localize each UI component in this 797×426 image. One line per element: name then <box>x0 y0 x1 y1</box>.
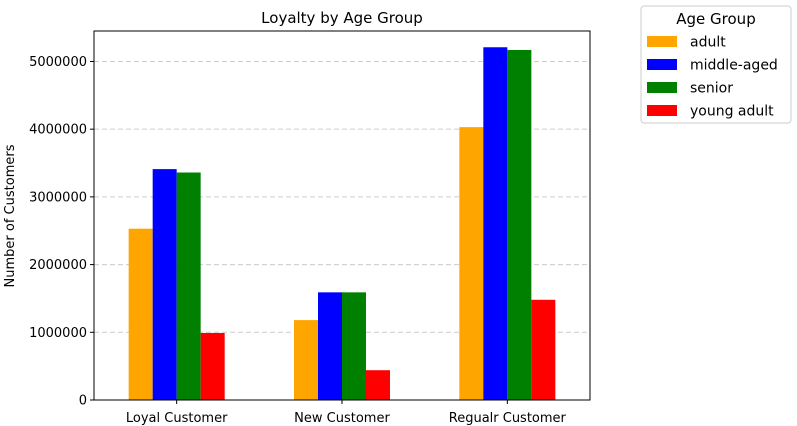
bar-middle-aged-2 <box>483 47 508 400</box>
y-tick-label: 5000000 <box>29 55 87 70</box>
legend-swatch-middle-aged <box>647 59 677 70</box>
legend-frame <box>640 5 792 124</box>
legend-label: senior <box>690 81 733 97</box>
y-tick-label: 4000000 <box>29 123 87 138</box>
legend-items: adult middle-aged senior young adult <box>647 35 778 120</box>
y-axis-label: Number of Customers <box>3 144 18 287</box>
bar-senior-1 <box>342 292 366 400</box>
bar-young-adult-1 <box>366 370 390 400</box>
bar-young-adult-2 <box>531 299 556 400</box>
x-tick-label: Loyal Customer <box>126 411 228 426</box>
bar-middle-aged-0 <box>152 169 177 400</box>
bar-adult-1 <box>294 320 318 400</box>
chart-title: Loyalty by Age Group <box>261 9 423 27</box>
y-tick-label: 3000000 <box>29 190 87 205</box>
bars-group <box>128 47 556 401</box>
y-tick-label: 2000000 <box>29 258 87 273</box>
x-axis-ticks: Loyal Customer New Customer Regualr Custom… <box>126 400 567 426</box>
legend-label: young adult <box>690 104 774 120</box>
bar-middle-aged-1 <box>318 292 342 400</box>
legend-swatch-adult <box>647 36 677 47</box>
bar-adult-2 <box>459 127 484 400</box>
legend-title: Age Group <box>676 10 755 28</box>
y-tick-label: 0 <box>79 394 87 409</box>
bar-senior-0 <box>176 172 201 400</box>
legend-swatch-young-adult <box>647 105 677 116</box>
y-axis-ticks: 0 1000000 2000000 3000000 4000000 5000000 <box>29 55 94 409</box>
legend-label: middle-aged <box>690 58 778 74</box>
y-tick-label: 1000000 <box>29 326 87 341</box>
legend-swatch-senior <box>647 82 677 93</box>
bar-adult-0 <box>128 228 153 400</box>
bar-young-adult-0 <box>200 332 225 400</box>
legend: Age Group adult middle-aged senior young ad… <box>640 5 792 124</box>
x-tick-label: New Customer <box>294 411 390 426</box>
bar-senior-2 <box>507 49 532 401</box>
legend-label: adult <box>690 35 726 51</box>
x-tick-label: Regualr Customer <box>449 411 567 426</box>
